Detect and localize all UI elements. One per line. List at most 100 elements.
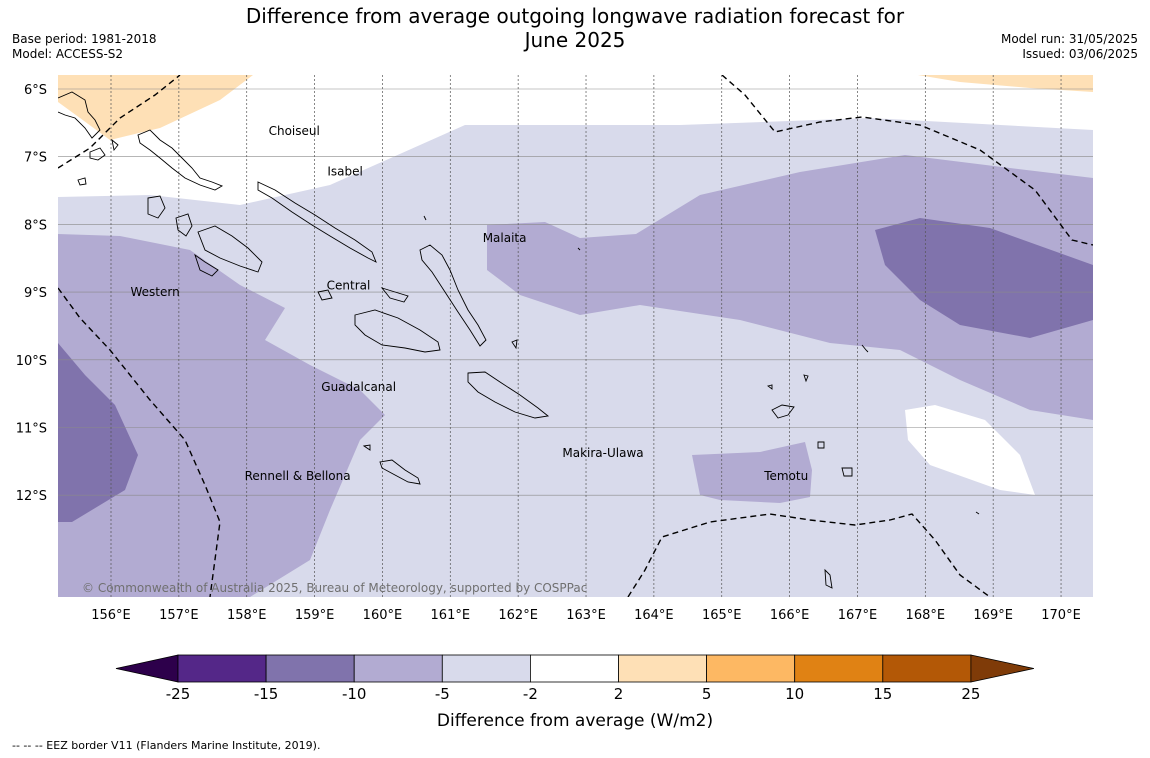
gridlines xyxy=(58,75,1093,597)
lon-tick-label: 166°E xyxy=(770,608,810,623)
lon-tick-label: 157°E xyxy=(159,608,199,623)
eez-borders xyxy=(58,75,1093,597)
anomaly-band-near-zero-north xyxy=(58,75,1093,205)
province-label: Makira-Ulawa xyxy=(562,446,643,460)
longitude-labels: 156°E 157°E 158°E 159°E 160°E 161°E 162°E 163°E… xyxy=(91,608,1081,623)
anomaly-band-positive-northwest xyxy=(58,75,253,140)
colorbar-tick-label: 5 xyxy=(702,685,712,703)
province-label: Isabel xyxy=(327,165,362,179)
island-small-3 xyxy=(577,247,581,251)
island-bellona xyxy=(362,444,371,451)
lat-tick-label: 7°S xyxy=(24,151,47,166)
eez-border-northeast xyxy=(721,75,1093,246)
copyright-notice: © Commonwealth of Australia 2025, Bureau… xyxy=(82,581,587,595)
island-small-4 xyxy=(423,215,427,221)
island-small-2 xyxy=(861,344,869,353)
issued-date: Issued: 03/06/2025 xyxy=(1022,47,1138,61)
colorbar-segment xyxy=(441,654,531,683)
anomaly-band-positive-northeast xyxy=(918,75,1093,92)
lon-tick-label: 160°E xyxy=(363,608,403,623)
title-line-2: June 2025 xyxy=(524,28,626,52)
lat-tick-label: 12°S xyxy=(16,489,47,504)
latitude-labels: 6°S 7°S 8°S 9°S 10°S 11°S 12°S xyxy=(16,83,47,504)
colorbar-tick-label: -15 xyxy=(254,685,279,703)
colorbar-extend-over xyxy=(970,654,1034,683)
lat-tick-label: 10°S xyxy=(16,354,47,369)
lon-tick-label: 163°E xyxy=(566,608,606,623)
lat-tick-label: 8°S xyxy=(24,218,47,233)
colorbar-segment xyxy=(353,654,443,683)
model-run: Model run: 31/05/2025 xyxy=(1000,32,1138,46)
colorbar-tick-label: -25 xyxy=(166,685,191,703)
colorbar-tick-label: 2 xyxy=(614,685,624,703)
island-ulawa xyxy=(511,339,518,350)
island-guadalcanal xyxy=(354,309,441,353)
colorbar-tick-label: -10 xyxy=(342,685,367,703)
island-rendova xyxy=(194,253,219,277)
province-label: Choiseul xyxy=(269,124,320,138)
meta-right: Model run: 31/05/2025 Issued: 03/06/2025 xyxy=(1001,32,1138,62)
map-title: Difference from average outgoing longwav… xyxy=(200,4,950,52)
model-name: Model: ACCESS-S2 xyxy=(12,47,124,61)
lon-tick-label: 168°E xyxy=(906,608,946,623)
lon-tick-label: 156°E xyxy=(91,608,131,623)
island-utupua xyxy=(841,467,853,477)
lon-tick-label: 161°E xyxy=(431,608,471,623)
lon-tick-label: 162°E xyxy=(498,608,538,623)
island-makira xyxy=(467,371,550,419)
colorbar-segment xyxy=(618,654,707,683)
province-label: Western xyxy=(130,285,179,299)
map-area: Choiseul Isabel Malaita Central Western Guada… xyxy=(58,75,1093,597)
island-malaita xyxy=(419,244,487,347)
base-period: Base period: 1981-2018 xyxy=(12,32,157,46)
colorbar-segment xyxy=(882,654,972,683)
lon-tick-label: 169°E xyxy=(973,608,1013,623)
colorbar-segment xyxy=(706,654,796,683)
colorbar-tick-label: 25 xyxy=(961,685,980,703)
eez-border-northwest xyxy=(58,75,181,169)
province-label: Malaita xyxy=(483,231,527,245)
lat-tick-label: 6°S xyxy=(24,83,47,98)
province-label: Temotu xyxy=(763,469,808,483)
title-line-1: Difference from average outgoing longwav… xyxy=(245,4,905,28)
island-vanikoro xyxy=(817,441,825,449)
colorbar-segment xyxy=(265,654,355,683)
eez-border-west xyxy=(58,287,221,597)
island-south-1 xyxy=(824,568,833,589)
colorbar-tick-label: -5 xyxy=(435,685,450,703)
island-bougainville xyxy=(58,91,101,139)
island-kolombangara xyxy=(175,213,193,237)
meta-left: Base period: 1981-2018 Model: ACCESS-S2 xyxy=(12,32,157,62)
island-reef-islands xyxy=(766,384,773,390)
island-duff xyxy=(803,374,809,383)
colorbar: -25 -15 -10 -5 -2 2 5 10 15 25 xyxy=(115,654,1034,703)
island-rennell xyxy=(379,459,421,485)
island-small-5 xyxy=(975,511,980,515)
colorbar-label: Difference from average (W/m2) xyxy=(437,711,713,731)
lat-tick-label: 11°S xyxy=(16,422,47,437)
lon-tick-label: 159°E xyxy=(295,608,335,623)
islands xyxy=(58,91,980,589)
lon-tick-label: 165°E xyxy=(702,608,742,623)
island-new-georgia xyxy=(197,225,263,273)
island-santa-cruz xyxy=(771,404,795,419)
anomaly-band-minus15-minus10-east xyxy=(875,218,1093,338)
lat-tick-label: 9°S xyxy=(24,286,47,301)
province-labels: Choiseul Isabel Malaita Central Western Guada… xyxy=(130,124,808,483)
colorbar-extend-under xyxy=(115,654,179,683)
island-choiseul xyxy=(137,129,224,191)
island-russell xyxy=(317,289,333,301)
island-small-1 xyxy=(77,177,87,186)
island-fauro xyxy=(111,138,119,152)
province-label: Guadalcanal xyxy=(321,380,396,394)
eez-border-south xyxy=(627,513,991,597)
province-label: Central xyxy=(327,278,371,292)
lon-tick-label: 167°E xyxy=(838,608,878,623)
island-isabel xyxy=(257,181,377,263)
island-florida xyxy=(380,287,409,303)
anomaly-band-minus15-minus10-west xyxy=(58,343,138,522)
colorbar-segment xyxy=(177,654,267,683)
lon-tick-label: 158°E xyxy=(227,608,267,623)
island-shortland xyxy=(89,147,106,161)
